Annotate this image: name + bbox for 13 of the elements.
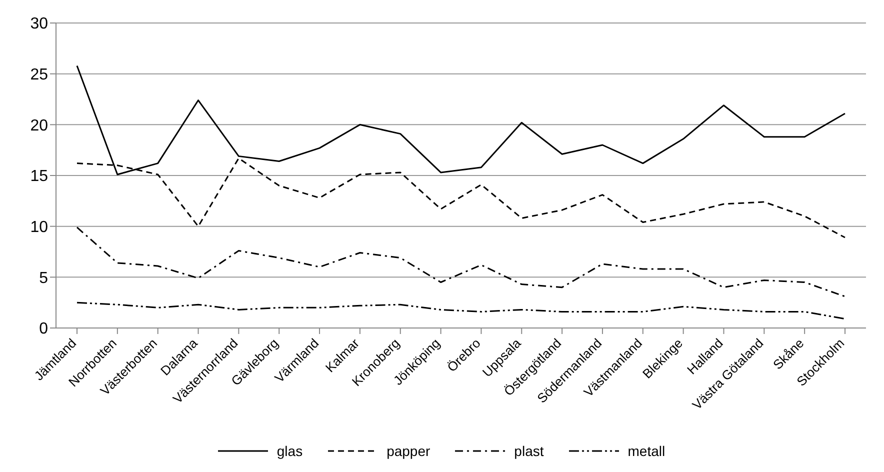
y-tick-label: 5 (39, 270, 48, 287)
legend-label: metall (628, 443, 666, 459)
y-tick-label: 20 (30, 117, 48, 134)
legend-label: plast (514, 443, 544, 459)
line-series (76, 302, 846, 320)
legend-label: glas (276, 443, 303, 459)
y-tick-label: 15 (30, 168, 48, 186)
y-tick-label: 25 (30, 66, 48, 84)
line-series (76, 226, 846, 298)
y-tick-label: 10 (30, 219, 48, 236)
y-tick-label: 0 (39, 320, 48, 338)
y-tick-label: 30 (30, 16, 48, 33)
legend-label: papper (386, 443, 430, 459)
